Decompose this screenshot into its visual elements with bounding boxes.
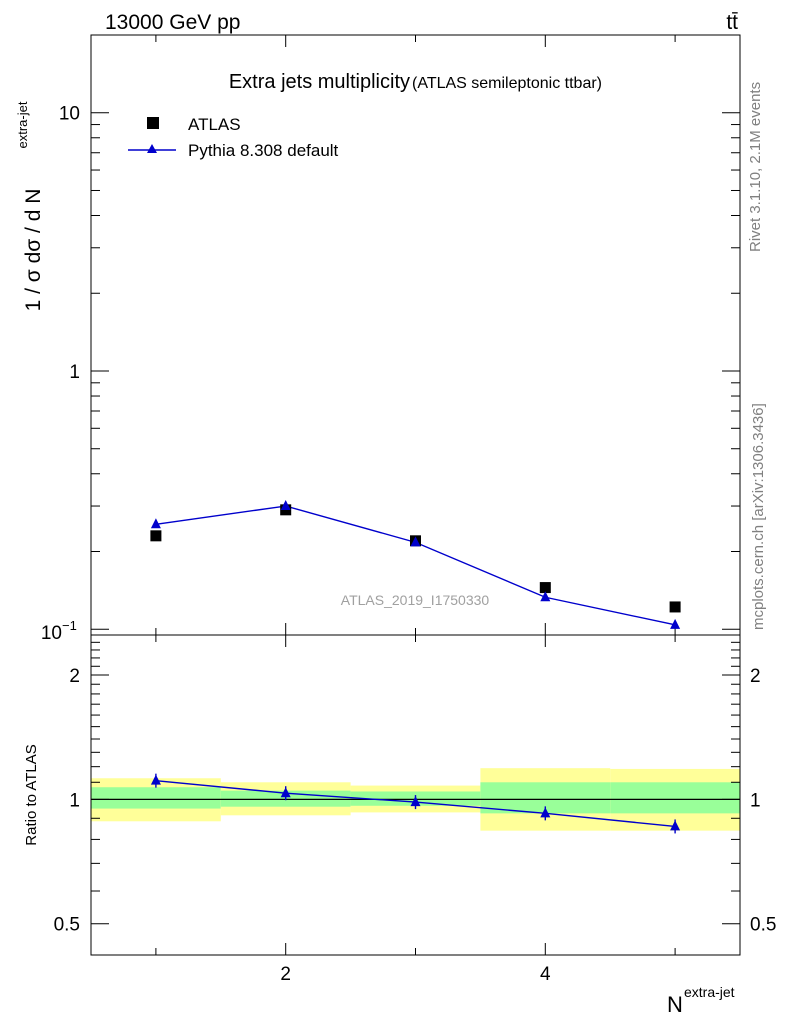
ratio-data [150, 773, 681, 834]
pythia-point [280, 500, 291, 511]
ratio-y-axis-label: Ratio to ATLAS [23, 744, 40, 845]
ratio-pythia-point [410, 796, 421, 807]
mcplots-label: mcplots.cern.ch [arXiv:1306.3436] [750, 403, 767, 630]
chart-subtitle: (ATLAS semileptonic ttbar) [412, 75, 602, 92]
ratio-y-tick-label: 1 [69, 790, 80, 811]
x-axis-label: N [667, 992, 683, 1017]
ratio-pythia-point [280, 787, 291, 798]
main-y-axis-label-sup: extra-jet [15, 101, 30, 148]
ratio-y-tick-label-right: 2 [750, 666, 761, 687]
ratio-pythia-point [670, 820, 681, 831]
atlas-point [669, 601, 681, 613]
ratio-y-tick-label: 0.5 [54, 915, 80, 936]
atlas-point [539, 582, 551, 594]
pythia-point [150, 518, 161, 529]
legend-atlas-marker [147, 117, 159, 129]
legend-atlas-label: ATLAS [188, 115, 241, 134]
atlas-point [150, 530, 162, 542]
ratio-band-inner [91, 787, 221, 809]
y-tick-label-exp: −1 [62, 618, 77, 633]
y-tick-label: 1 [69, 362, 80, 383]
y-tick-label: 10 [41, 623, 62, 644]
pythia-point [540, 591, 551, 602]
main-y-axis-label: 1 / σ dσ / d N [22, 189, 45, 312]
ratio-band-inner [610, 782, 740, 814]
ratio-pythia-point [540, 807, 551, 818]
main-data [150, 500, 681, 629]
x-tick-label: 2 [280, 964, 291, 985]
ratio-y-tick-label: 2 [69, 666, 80, 687]
ratio-axes: 2 4 0.5 0.5 1 1 2 2 [54, 634, 776, 985]
ratio-y-tick-label-right: 1 [750, 790, 761, 811]
legend: ATLAS Pythia 8.308 default [128, 115, 339, 160]
legend-pythia-label: Pythia 8.308 default [188, 141, 339, 160]
pythia-point [410, 536, 421, 547]
rivet-version-label: Rivet 3.1.10, 2.1M events [747, 82, 764, 252]
legend-pythia-marker [147, 144, 157, 153]
collision-label: 13000 GeV pp [105, 11, 240, 34]
ratio-pythia-point [150, 774, 161, 785]
x-tick-label: 4 [540, 964, 551, 985]
process-label: tt̄ [726, 11, 738, 34]
analysis-watermark: ATLAS_2019_I1750330 [341, 592, 490, 608]
pythia-point [670, 618, 681, 629]
x-axis-label-sup: extra-jet [684, 984, 735, 1000]
chart-title: Extra jets multiplicity [229, 71, 410, 93]
y-tick-label: 10 [59, 104, 80, 125]
ratio-y-tick-label-right: 0.5 [750, 915, 776, 936]
